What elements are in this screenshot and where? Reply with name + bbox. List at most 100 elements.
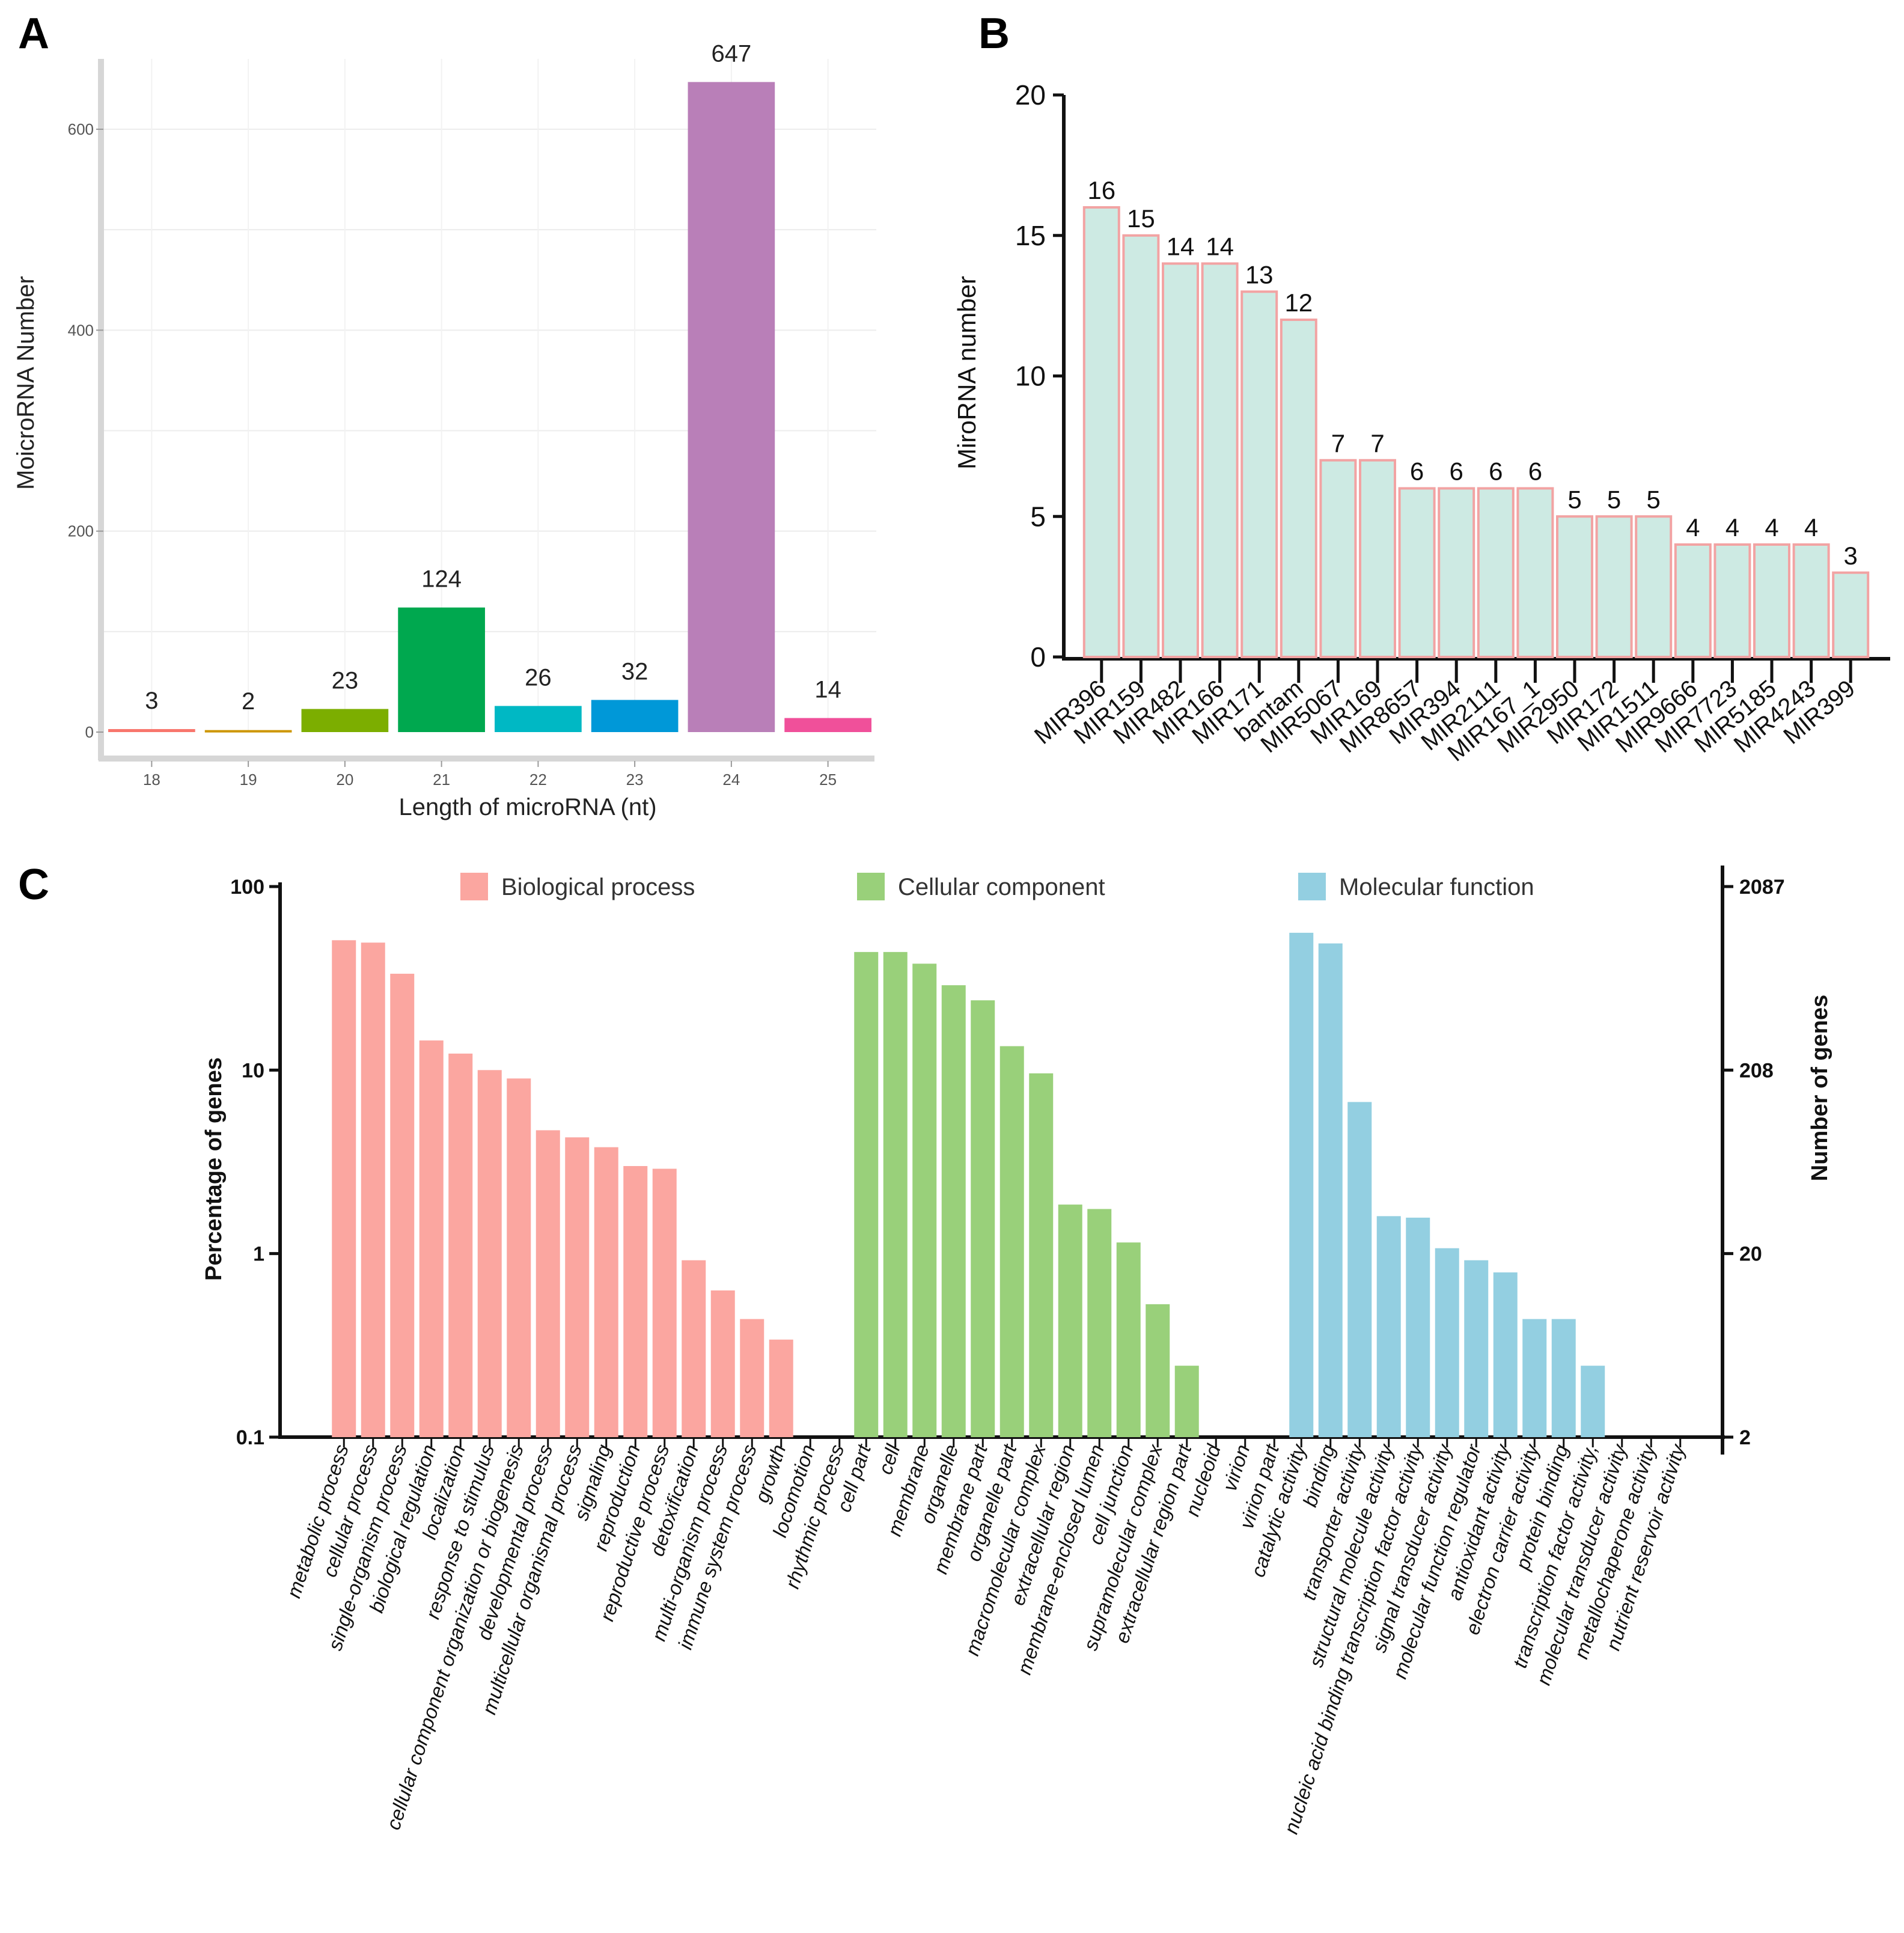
chart-a-x-ticks: 18 19 20 21 22 23 24 25 (143, 761, 837, 789)
chart-c-bar (652, 1168, 677, 1437)
chart-c-y-tick-label: 0.1 (236, 1426, 264, 1449)
chart-a-bar (204, 730, 292, 733)
chart-c-bar (1464, 1260, 1489, 1437)
chart-a-y-tick-label: 0 (85, 723, 94, 741)
chart-a-x-axis-title: Length of microRNA (nt) (398, 794, 656, 820)
chart-c-bar (1087, 1209, 1112, 1437)
chart-a-data-label: 2 (242, 688, 255, 715)
chart-b-data-label: 4 (1765, 513, 1778, 542)
chart-c-legend-label: Molecular function (1339, 874, 1534, 900)
chart-a-bar (108, 728, 195, 732)
chart-c-bar (854, 951, 879, 1437)
chart-a-x-tick-label: 24 (722, 771, 740, 789)
chart-c-legend-swatch (857, 873, 885, 900)
chart-a-bar (591, 700, 679, 732)
chart-c-y2-tick-label: 20 (1739, 1243, 1762, 1266)
panel-label-b: B (978, 10, 1010, 58)
panel-label-a: A (18, 10, 49, 58)
chart-a-data-label: 26 (525, 665, 552, 691)
chart-a-x-tick-label: 19 (240, 771, 257, 789)
chart-c-bar (682, 1260, 706, 1437)
chart-b-data-label: 7 (1370, 429, 1384, 457)
chart-b-data-label: 16 (1087, 176, 1115, 204)
chart-a-data-label: 23 (332, 668, 359, 694)
chart-c-bar (1116, 1242, 1141, 1437)
chart-c-legend-label: Cellular component (898, 874, 1105, 900)
chart-a-x-tick-label: 21 (433, 771, 450, 789)
chart-b-bar (1556, 515, 1593, 658)
chart-a-y-ticks: 0 200 400 600 (68, 120, 103, 741)
chart-c-y-axis-title: Percentage of genes (201, 1057, 227, 1281)
chart-b-bar (1595, 515, 1633, 658)
chart-b-y-tick-label: 10 (1015, 361, 1046, 392)
chart-c-legend-swatch (460, 873, 488, 900)
chart-b-bar (1122, 234, 1160, 658)
chart-c-bar (332, 940, 356, 1437)
chart-a-y-axis-title: MoicroRNA Number (13, 276, 39, 490)
chart-b-y-tick-label: 20 (1015, 79, 1046, 111)
chart-c-bar (740, 1319, 764, 1437)
chart-a-data-label: 3 (145, 688, 158, 714)
chart-a-x-tick-label: 25 (819, 771, 837, 789)
chart-b-y-tick-label: 5 (1030, 501, 1046, 532)
chart-c-bar (1347, 1102, 1372, 1437)
chart-b-data-label: 6 (1410, 457, 1424, 486)
chart-b-data-label: 5 (1607, 485, 1621, 513)
chart-c-bar (623, 1165, 648, 1437)
chart-b-bar (1753, 543, 1790, 658)
chart-c-bar (507, 1078, 531, 1437)
chart-c: Biological process Cellular component Mole… (201, 866, 1832, 1837)
chart-c-bar (883, 951, 908, 1437)
chart-c-y-tick-label: 100 (230, 876, 264, 899)
chart-c-bar (594, 1147, 618, 1437)
chart-c-y2-axis-title: Number of genes (1807, 995, 1832, 1181)
chart-b-y-tick-label: 0 (1030, 641, 1046, 673)
chart-b-data-label: 6 (1528, 457, 1542, 486)
chart-b-bar (1359, 459, 1396, 658)
chart-c-bar (390, 974, 415, 1437)
chart-c-bar (1581, 1366, 1605, 1437)
chart-a-x-tick-label: 20 (336, 771, 353, 789)
chart-b-bar (1832, 571, 1870, 658)
chart-c-bar (1029, 1073, 1054, 1437)
chart-c-y2-tick-label: 2087 (1739, 876, 1785, 899)
chart-c-legend-label: Biological process (501, 874, 695, 900)
chart-b-y-tick-label: 15 (1015, 220, 1046, 251)
chart-c-bar (1146, 1304, 1170, 1437)
chart-a-y-tick-label: 200 (68, 522, 94, 540)
chart-c-y2-tick-label: 208 (1739, 1059, 1774, 1082)
chart-b-data-label: 15 (1127, 204, 1155, 233)
chart-b-bar (1201, 262, 1239, 658)
chart-a-bar (688, 82, 775, 732)
chart-c-bar (1376, 1216, 1401, 1437)
chart-b-bar (1674, 543, 1712, 658)
chart-c-bar (419, 1040, 444, 1437)
chart-b-bar (1398, 487, 1436, 658)
chart-b-bar (1319, 459, 1357, 658)
chart-c-legend: Biological process Cellular component Mole… (460, 873, 1534, 900)
chart-b-data-label: 14 (1206, 233, 1234, 261)
chart-a-bar (495, 706, 582, 732)
chart-c-y-tick-label: 10 (242, 1059, 264, 1082)
chart-c-bar (536, 1130, 560, 1437)
chart-b-bar (1082, 206, 1120, 658)
chart-a-y-tick-label: 400 (68, 321, 94, 339)
chart-b-bar (1792, 543, 1830, 658)
chart-b-y-ticks: 0 5 10 15 20 (1015, 79, 1064, 673)
chart-b-data-label: 7 (1331, 429, 1345, 457)
chart-c-bar (1435, 1248, 1459, 1437)
chart-b-bar (1240, 290, 1278, 658)
chart-b-data-label: 6 (1450, 457, 1463, 486)
chart-a-bar (398, 607, 485, 732)
chart-c-bar (1289, 932, 1314, 1437)
chart-b-bar (1162, 262, 1199, 658)
panel-label-c: C (18, 861, 49, 909)
chart-a-x-tick-label: 18 (143, 771, 160, 789)
chart-b-data-label: 12 (1284, 289, 1313, 317)
chart-b-data-label: 14 (1167, 233, 1195, 261)
chart-b-bar (1477, 487, 1515, 658)
chart-b-data-label: 5 (1647, 485, 1661, 513)
